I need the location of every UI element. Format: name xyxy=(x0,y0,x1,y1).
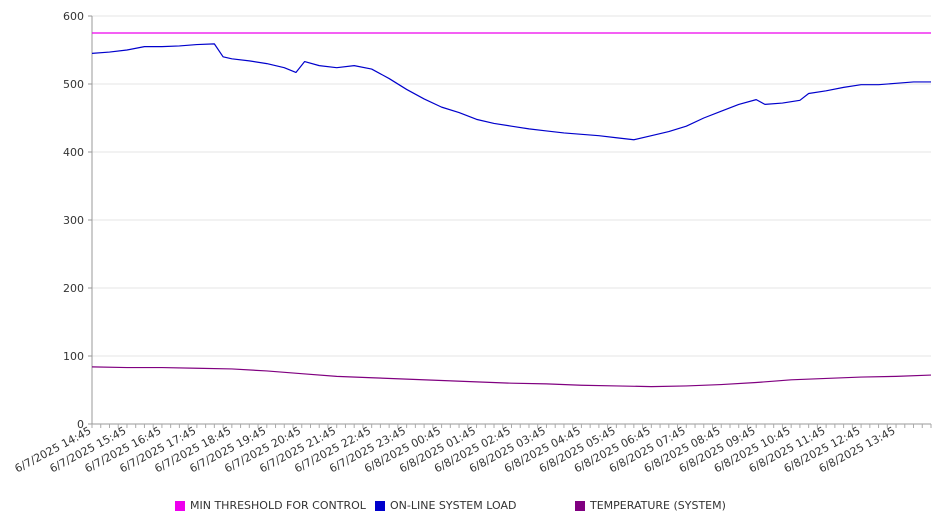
legend-label-temperature: TEMPERATURE (SYSTEM) xyxy=(590,499,726,512)
y-tick-label: 500 xyxy=(63,78,84,91)
legend-label-system-load: ON-LINE SYSTEM LOAD xyxy=(390,499,517,512)
legend-label-min-threshold: MIN THRESHOLD FOR CONTROL xyxy=(190,499,366,512)
grid-lines xyxy=(92,15,931,357)
series-line-1 xyxy=(91,43,931,141)
y-tick-label: 200 xyxy=(63,282,84,295)
legend-item-temperature[interactable]: TEMPERATURE (SYSTEM) xyxy=(575,499,726,512)
y-tick-label: 600 xyxy=(63,10,84,23)
legend-item-min-threshold[interactable]: MIN THRESHOLD FOR CONTROL xyxy=(175,499,366,512)
y-tick-label: 100 xyxy=(63,350,84,363)
y-tick-label: 0 xyxy=(77,418,84,431)
y-tick-label: 400 xyxy=(63,146,84,159)
legend-item-system-load[interactable]: ON-LINE SYSTEM LOAD xyxy=(375,499,516,512)
y-axis-ticks: 0 100 200 300 400 500 600 xyxy=(63,10,92,431)
x-axis-ticks: 6/7/2025 14:456/7/2025 15:456/7/2025 16:… xyxy=(13,424,932,475)
series-lines xyxy=(91,32,932,388)
legend: MIN THRESHOLD FOR CONTROL ON-LINE SYSTEM… xyxy=(0,499,946,513)
series-line-2 xyxy=(91,366,932,388)
legend-swatch-temperature xyxy=(575,500,585,511)
legend-swatch-system-load xyxy=(375,500,385,511)
legend-swatch-min-threshold xyxy=(175,500,185,511)
y-tick-label: 300 xyxy=(63,214,84,227)
